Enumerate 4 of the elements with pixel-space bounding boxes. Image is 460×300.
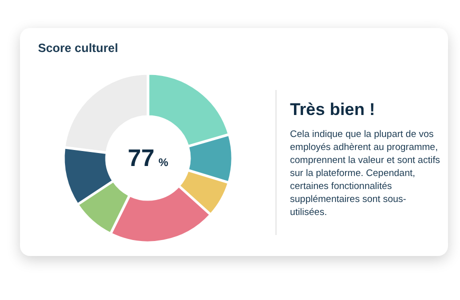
text: Cela indique que la plupart de vos employés adhèrent au programme, comprennent la valeur et sont actifs sur la plateforme. Cependant, certaines fonctionnalités supplémentaires sont sous-utilisées. [290, 128, 440, 219]
text: 77 % [128, 145, 168, 172]
chart-title: Score culturel [38, 41, 118, 55]
text: Très bien ! [290, 100, 376, 120]
